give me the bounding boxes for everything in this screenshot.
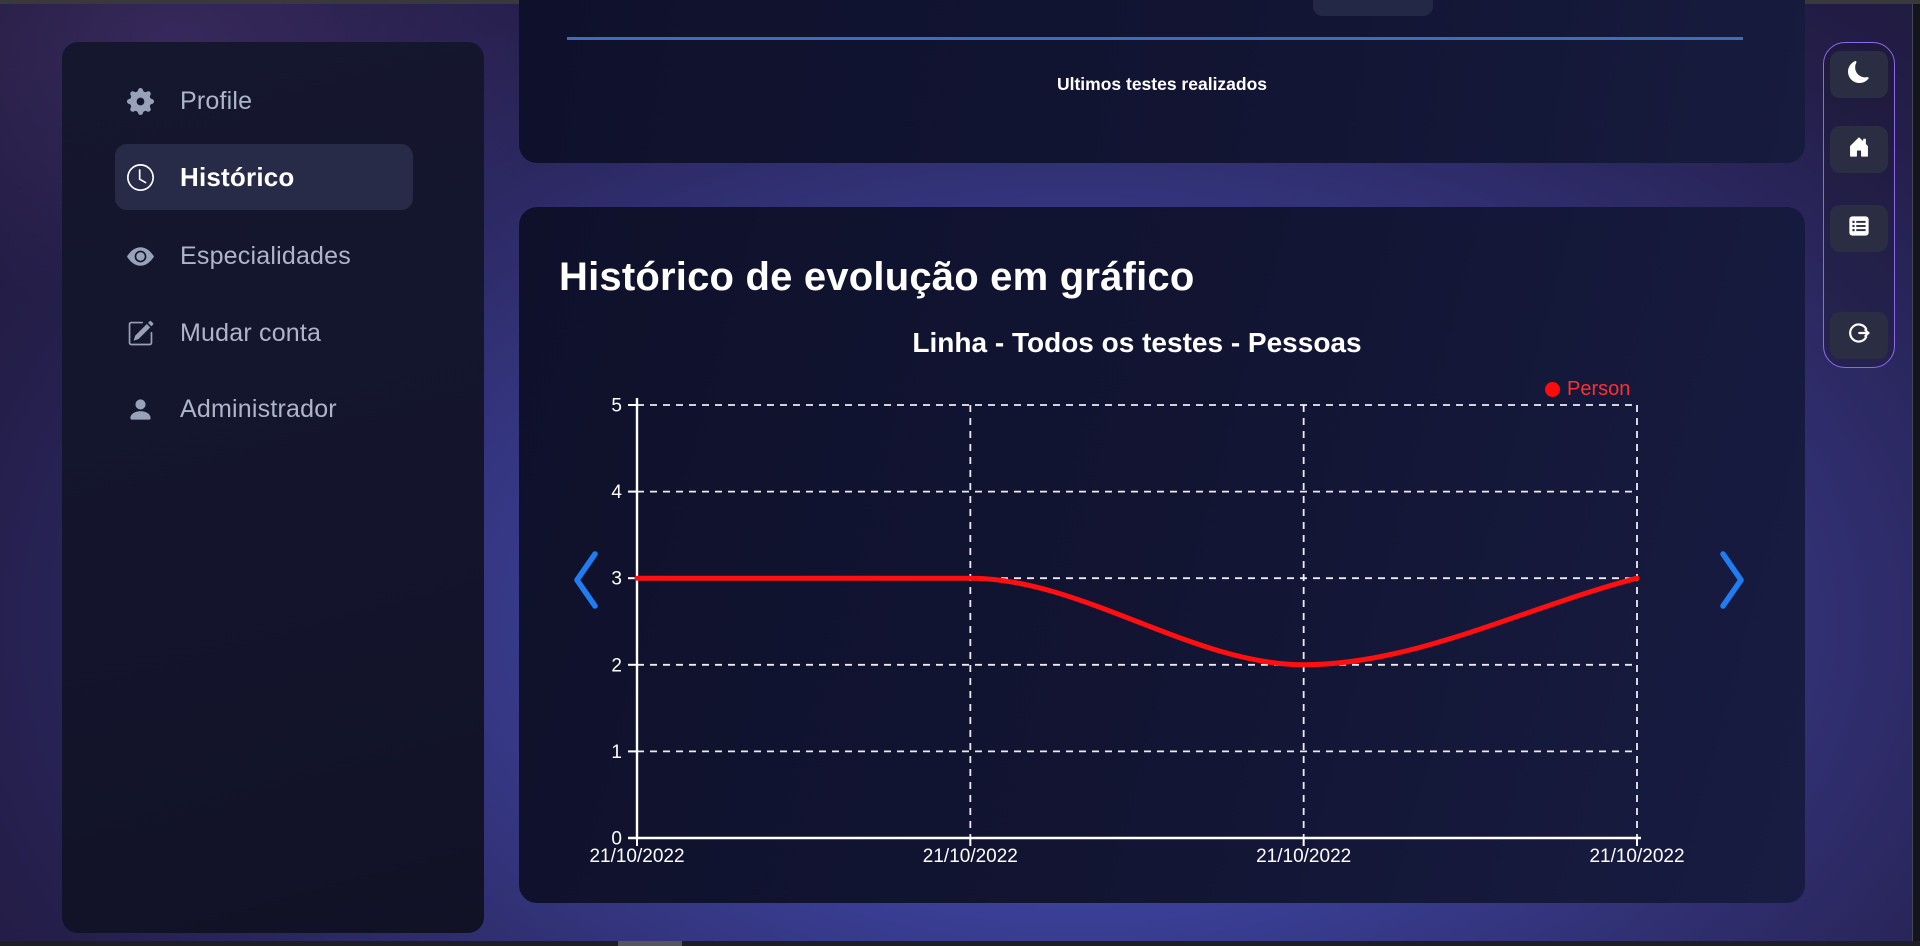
window-right-edge: [1912, 4, 1920, 941]
sidebar-item-label: Especialidades: [180, 241, 351, 270]
y-tick-label: 0: [611, 829, 622, 850]
gear-icon: [127, 87, 154, 115]
chevron-left-icon[interactable]: [567, 548, 603, 612]
x-tick-label: 21/10/2022: [1589, 846, 1684, 867]
sidebar-item-label: Profile: [180, 86, 253, 115]
series-line-person: [634, 575, 1640, 668]
scrolled-button-remnant[interactable]: [1313, 0, 1433, 16]
y-tick-label: 1: [611, 742, 622, 763]
sidebar-item-administrador[interactable]: Administrador: [115, 376, 413, 442]
window-bottom-edge: [0, 941, 1920, 946]
legend-marker-icon: [1545, 381, 1560, 397]
legend-label: Person: [1567, 377, 1631, 400]
history-chart-card: Histórico de evolução em gráfico Linha -…: [519, 207, 1805, 903]
card-divider: [567, 37, 1743, 40]
edit-icon: [127, 320, 154, 347]
person-icon: [127, 396, 154, 423]
y-tick-label: 4: [611, 482, 622, 503]
chart-title: Linha - Todos os testes - Pessoas: [912, 327, 1362, 358]
sidebar-item-especialidades[interactable]: Especialidades: [115, 223, 413, 289]
list-icon: [1848, 215, 1870, 242]
y-tick-label: 3: [611, 569, 622, 590]
taskbar-segment: [618, 941, 682, 946]
sidebar-item-label: Histórico: [180, 161, 295, 192]
clock-icon: [127, 163, 154, 191]
logout-button[interactable]: [1830, 312, 1888, 359]
recent-tests-heading: Ultimos testes realizados: [1056, 74, 1268, 94]
sidebar-item-mudar-conta[interactable]: Mudar conta: [115, 300, 413, 366]
moon-icon: [1848, 61, 1870, 88]
x-tick-label: 21/10/2022: [923, 846, 1018, 867]
logout-icon: [1848, 322, 1870, 349]
sidebar-item-label: Administrador: [180, 394, 337, 423]
dark-mode-button[interactable]: [1830, 51, 1888, 98]
x-tick-label: 21/10/2022: [1256, 846, 1351, 867]
sidebar-item-historico[interactable]: Histórico: [115, 144, 413, 210]
sidebar-item-label: Mudar conta: [180, 318, 322, 347]
sidebar: Profile Histórico Especialidades Mudar cont…: [62, 42, 484, 933]
x-tick-label: 21/10/2022: [589, 846, 684, 867]
eye-icon: [127, 243, 154, 270]
list-button[interactable]: [1830, 205, 1888, 252]
sidebar-item-profile[interactable]: Profile: [115, 68, 413, 134]
home-icon: [1848, 136, 1870, 163]
chart-legend[interactable]: Person: [1545, 376, 1630, 402]
line-chart[interactable]: 0 1 2 3 4 5 21/10/2022 21/10/2022 21/10/2022 21/1…: [519, 207, 1805, 903]
y-tick-label: 5: [611, 396, 622, 417]
y-tick-label: 2: [611, 655, 622, 676]
recent-tests-card: Ultimos testes realizados: [519, 0, 1805, 163]
chevron-right-icon[interactable]: [1715, 548, 1751, 612]
card-title: Histórico de evolução em gráfico: [559, 255, 1195, 299]
floating-toolbar: [1823, 42, 1895, 368]
home-button[interactable]: [1830, 126, 1888, 173]
